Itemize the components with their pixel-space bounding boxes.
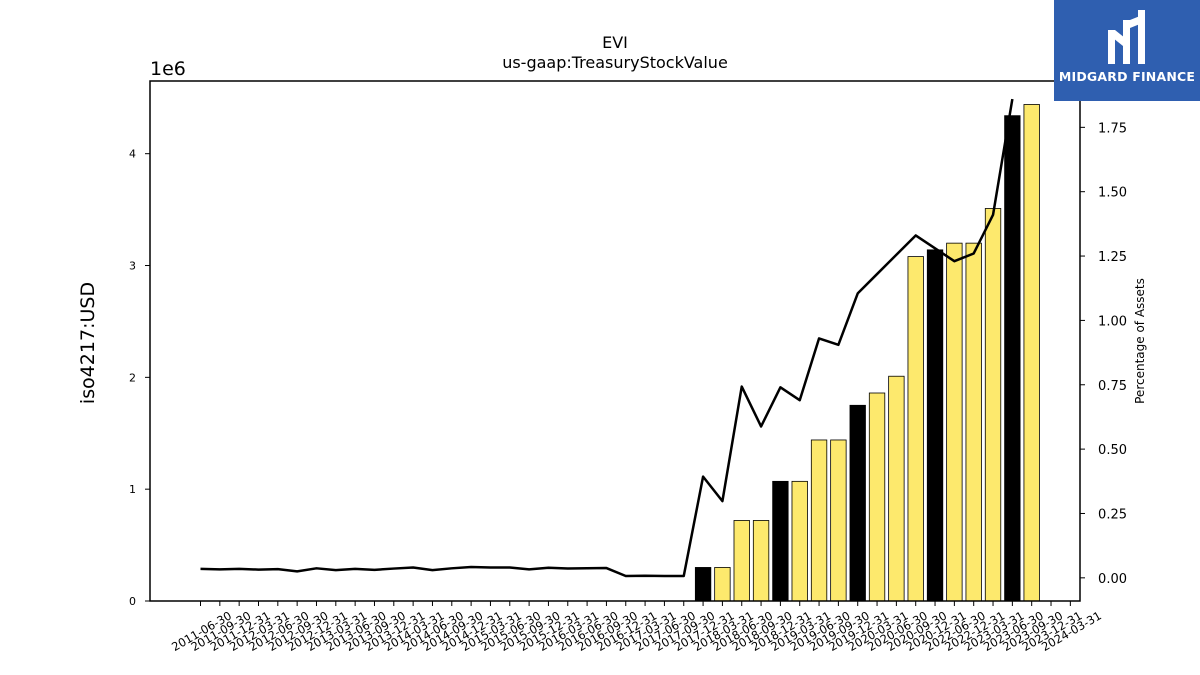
bar: [714, 567, 731, 602]
bar: [907, 256, 924, 602]
plot-frame: [149, 80, 1081, 602]
bar: [772, 480, 789, 602]
series-line: [200, 98, 1014, 578]
y2-tick-label: 0.25: [1098, 507, 1127, 522]
bar: [926, 249, 944, 602]
chart-subtitle: us-gaap:TreasuryStockValue: [502, 53, 728, 72]
y-tick-label: 1: [129, 483, 136, 496]
y-tick-label: 0: [129, 595, 136, 608]
bar: [1023, 104, 1040, 602]
y2-tick-label: 1.00: [1098, 314, 1127, 329]
brand-name: MIDGARD FINANCE: [1058, 69, 1196, 84]
y2-axis-label: Percentage of Assets: [1133, 278, 1147, 404]
bar: [1004, 115, 1021, 602]
bar: [810, 439, 828, 602]
bar: [733, 520, 750, 602]
bar: [849, 404, 866, 602]
y-tick-label: 4: [129, 148, 136, 161]
brand-logo: MIDGARD FINANCE: [1054, 0, 1200, 101]
y2-tick-label: 0.75: [1098, 379, 1127, 394]
bar: [830, 439, 847, 602]
bar: [791, 480, 808, 602]
midgard-logo-icon: [1108, 10, 1145, 64]
bar: [752, 520, 770, 602]
bar: [694, 567, 712, 602]
y-scale-label: 1e6: [150, 58, 186, 80]
bar: [984, 208, 1002, 602]
y2-tick-label: 0.00: [1098, 572, 1127, 587]
y2-tick-label: 1.25: [1098, 250, 1127, 265]
y2-tick-label: 1.50: [1098, 186, 1127, 201]
y2-tick-label: 0.50: [1098, 443, 1127, 458]
y-tick-label: 2: [129, 371, 136, 384]
bar: [965, 242, 982, 602]
bar: [888, 375, 905, 602]
bar: [868, 392, 886, 602]
y-axis-label: iso4217:USD: [77, 282, 99, 404]
y2-tick-label: 1.75: [1098, 121, 1127, 136]
y-tick-label: 3: [129, 260, 136, 273]
bar: [946, 242, 963, 602]
chart-title: EVI: [602, 33, 628, 52]
